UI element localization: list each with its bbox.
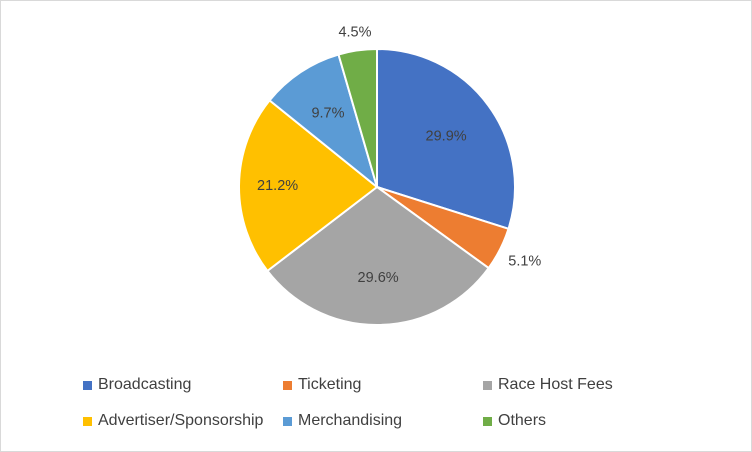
legend-item: Advertiser/Sponsorship	[83, 411, 283, 431]
legend-swatch	[83, 380, 92, 390]
data-label-race-host-fees: 29.6%	[358, 270, 399, 286]
pie-slice-merchandising	[268, 53, 378, 188]
legend-item: Ticketing	[283, 375, 483, 395]
pie-slice-broadcasting	[376, 48, 516, 230]
legend-swatch	[483, 416, 492, 426]
legend-swatch	[283, 416, 292, 426]
data-label-advertiser-sponsorship: 21.2%	[257, 178, 298, 194]
pie-chart: 29.9% 5.1% 29.6% 21.2% 9.7% 4.5%	[238, 25, 541, 326]
legend-label: Others	[498, 412, 547, 429]
pie-slice-race-host-fees	[266, 186, 490, 326]
legend-label: Merchandising	[298, 412, 403, 429]
legend-item: Broadcasting	[83, 375, 283, 395]
data-label-others: 4.5%	[338, 25, 371, 41]
legend-swatch	[483, 380, 492, 390]
legend-label: Race Host Fees	[498, 376, 613, 393]
legend-swatch	[283, 380, 292, 390]
data-label-ticketing: 5.1%	[508, 254, 541, 270]
legend-item: Merchandising	[283, 411, 483, 431]
data-label-merchandising: 9.7%	[311, 106, 344, 122]
legend-label: Broadcasting	[98, 376, 192, 393]
legend-item: Others	[483, 411, 723, 431]
data-label-broadcasting: 29.9%	[426, 129, 467, 145]
pie-slice-advertiser-sponsorship	[238, 99, 378, 272]
legend-label: Ticketing	[298, 376, 362, 393]
legend: Broadcasting Ticketing Race Host Fees Adver…	[83, 375, 723, 431]
legend-item: Race Host Fees	[483, 375, 723, 395]
legend-label: Advertiser/Sponsorship	[98, 412, 264, 429]
legend-swatch	[83, 416, 92, 426]
pie-slice-others	[337, 48, 378, 188]
